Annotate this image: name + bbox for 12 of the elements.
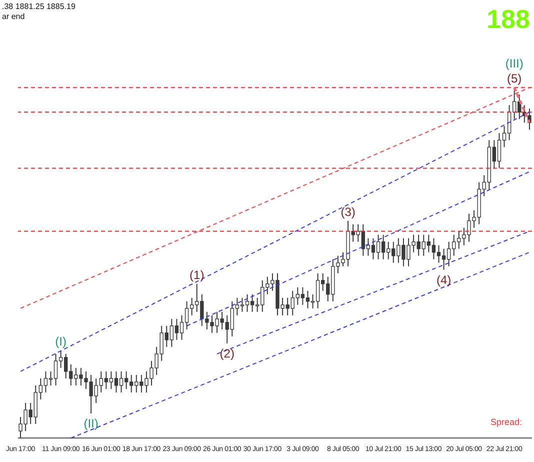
annotation: Spread: [490,417,522,427]
text: ar end [2,12,25,21]
annotation: (1) [190,268,204,282]
text: .38 1881.25 1885.19 [2,2,76,11]
text: (5) [507,72,522,86]
annotation: (4) [436,272,452,287]
text: (III) [505,56,524,71]
annotation: (I) [55,334,66,348]
annotation: (3) [340,204,356,219]
text: 188 [486,4,530,34]
annotation: (II) [84,416,98,430]
annotation: (2) [220,346,234,360]
